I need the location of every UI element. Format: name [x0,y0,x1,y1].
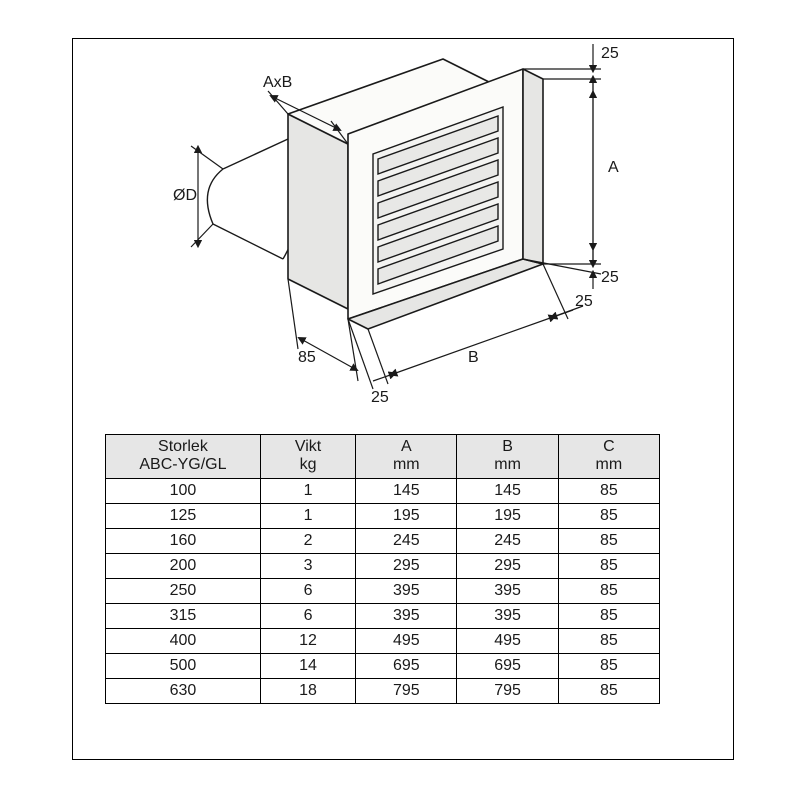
label-axb: AxB [263,74,292,92]
dimensions-table: StorlekABC-YG/GL Viktkg Amm Bmm Cmm 1001… [105,434,660,704]
table-cell: 495 [457,628,558,653]
technical-diagram [73,39,733,434]
table-cell: 500 [106,653,261,678]
table-cell: 3 [260,553,355,578]
table-cell: 495 [356,628,457,653]
table-cell: 695 [356,653,457,678]
table-cell: 400 [106,628,261,653]
label-25-depth: 25 [371,389,389,407]
table-row: 160224524585 [106,528,660,553]
table-cell: 1 [260,478,355,503]
table-cell: 200 [106,553,261,578]
col-vikt: Viktkg [260,435,355,479]
table-row: 6301879579585 [106,678,660,703]
table-cell: 315 [106,603,261,628]
col-storlek: StorlekABC-YG/GL [106,435,261,479]
label-25-top: 25 [601,45,619,63]
label-25-bottom-v: 25 [601,269,619,287]
table-cell: 85 [558,578,659,603]
table-row: 315639539585 [106,603,660,628]
label-a: A [608,159,619,177]
table-row: 125119519585 [106,503,660,528]
table-cell: 100 [106,478,261,503]
figure-frame: AxB ØD 25 A 25 B 25 25 85 StorlekABC-YG/… [72,38,734,760]
table-cell: 6 [260,603,355,628]
diagram-area: AxB ØD 25 A 25 B 25 25 85 [73,39,733,434]
table-cell: 18 [260,678,355,703]
table-row: 200329529585 [106,553,660,578]
table-cell: 695 [457,653,558,678]
table-cell: 245 [356,528,457,553]
table-cell: 160 [106,528,261,553]
table-cell: 6 [260,578,355,603]
table-cell: 85 [558,528,659,553]
table-cell: 795 [356,678,457,703]
table-cell: 295 [457,553,558,578]
col-a: Amm [356,435,457,479]
table-header-row: StorlekABC-YG/GL Viktkg Amm Bmm Cmm [106,435,660,479]
table-cell: 395 [457,603,558,628]
table-cell: 85 [558,503,659,528]
table-cell: 85 [558,603,659,628]
table-cell: 145 [457,478,558,503]
table-cell: 85 [558,628,659,653]
table-cell: 85 [558,653,659,678]
table-cell: 145 [356,478,457,503]
table-cell: 195 [457,503,558,528]
label-od: ØD [173,187,197,205]
table-cell: 85 [558,678,659,703]
table-cell: 14 [260,653,355,678]
table-cell: 245 [457,528,558,553]
table-cell: 2 [260,528,355,553]
table-row: 100114514585 [106,478,660,503]
table-cell: 250 [106,578,261,603]
table-cell: 125 [106,503,261,528]
col-b: Bmm [457,435,558,479]
table-cell: 85 [558,553,659,578]
table-row: 250639539585 [106,578,660,603]
table-cell: 295 [356,553,457,578]
table-cell: 395 [457,578,558,603]
table-cell: 195 [356,503,457,528]
label-25-right-h: 25 [575,293,593,311]
table-cell: 12 [260,628,355,653]
table-cell: 630 [106,678,261,703]
label-85: 85 [298,349,316,367]
label-b: B [468,349,479,367]
table-cell: 395 [356,603,457,628]
table-cell: 85 [558,478,659,503]
table-cell: 795 [457,678,558,703]
table-cell: 1 [260,503,355,528]
col-c: Cmm [558,435,659,479]
table-row: 5001469569585 [106,653,660,678]
table-row: 4001249549585 [106,628,660,653]
table-cell: 395 [356,578,457,603]
